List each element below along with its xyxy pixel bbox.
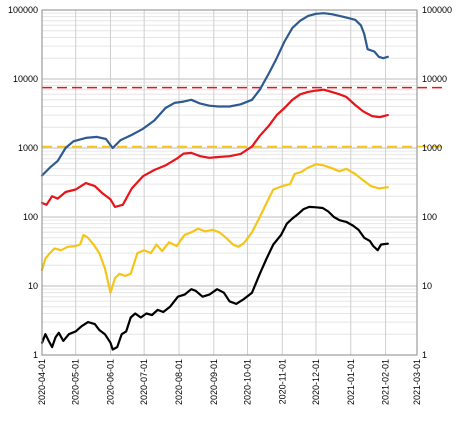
x-tick-label: 2021-02-01	[381, 359, 391, 405]
y-tick-label-right: 100	[422, 212, 437, 222]
y-tick-label-right: 10	[422, 281, 432, 291]
series-line-0	[40, 12, 389, 177]
plot-frame	[41, 9, 418, 356]
x-tick-label: 2020-08-01	[174, 359, 184, 405]
y-tick-label-left: 100000	[8, 5, 38, 15]
y-tick-labels-left: 1 10 100 1000 10000 100000	[8, 5, 38, 360]
series-lines	[40, 12, 389, 351]
y-tick-label-left: 1	[33, 350, 38, 360]
x-tick-label: 2021-01-01	[346, 359, 356, 405]
x-tick-labels: 2020-04-01 2020-05-01 2020-06-01 2020-07-01…	[37, 359, 422, 405]
series-line-3	[40, 205, 389, 351]
x-tick-label: 2020-06-01	[105, 359, 115, 405]
y-tick-label-left: 10	[28, 281, 38, 291]
x-tick-label: 2020-05-01	[71, 359, 81, 405]
y-tick-label-right: 100000	[422, 5, 452, 15]
series-line-1	[40, 88, 389, 208]
y-tick-label-right: 1000	[422, 143, 442, 153]
reference-lines	[42, 86, 447, 148]
y-tick-labels-right: 1 10 100 1000 10000 100000	[422, 5, 452, 360]
x-tick-label: 2020-10-01	[242, 359, 252, 405]
y-tick-label-left: 100	[23, 212, 38, 222]
x-tick-label: 2020-09-01	[209, 359, 219, 405]
y-tick-label-left: 10000	[13, 74, 38, 84]
y-tick-label-right: 10000	[422, 74, 447, 84]
series-line-2	[40, 163, 389, 294]
y-tick-label-left: 1000	[18, 143, 38, 153]
x-tick-label: 2021-03-01	[412, 359, 422, 405]
x-tick-label: 2020-11-01	[277, 359, 287, 404]
y-tick-label-right: 1	[422, 350, 427, 360]
x-tick-label: 2020-07-01	[139, 359, 149, 405]
x-tick-label: 2020-12-01	[311, 359, 321, 405]
x-tick-label: 2020-04-01	[37, 359, 47, 405]
